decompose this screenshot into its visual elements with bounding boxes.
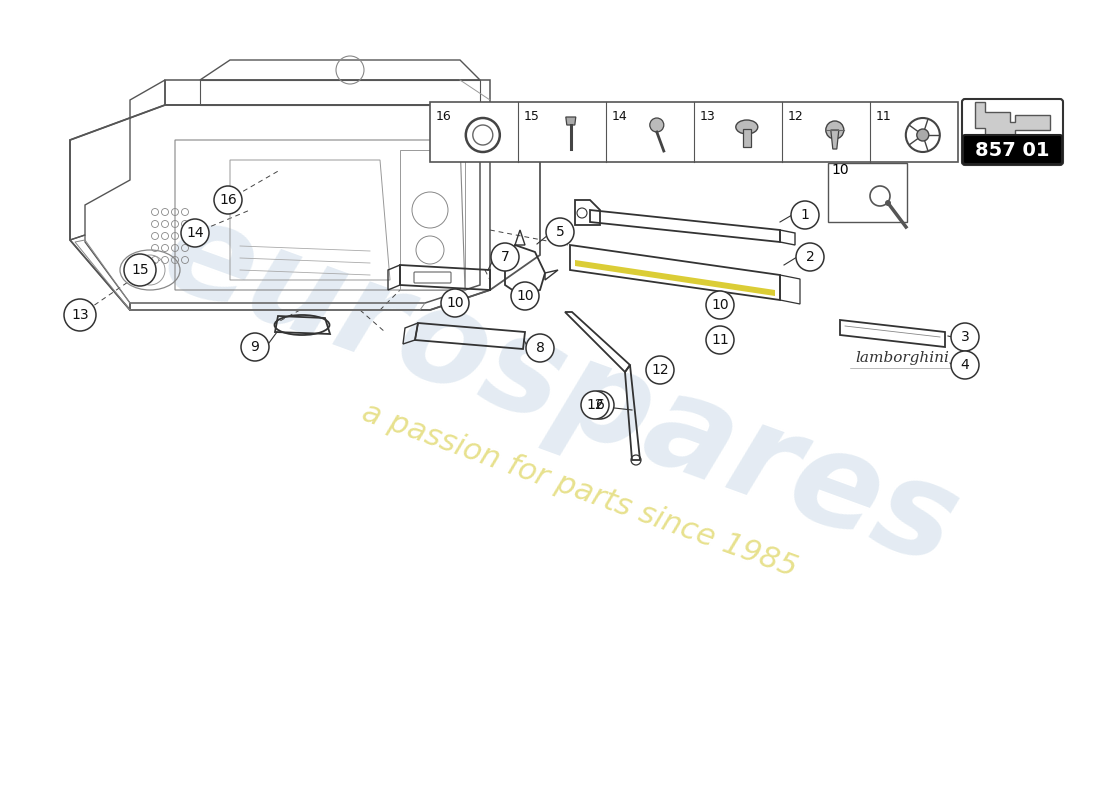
Polygon shape [830,130,839,149]
Circle shape [791,201,820,229]
Text: 10: 10 [832,163,849,177]
Circle shape [706,326,734,354]
Text: 2: 2 [805,250,814,264]
Text: 10: 10 [516,289,534,303]
FancyBboxPatch shape [962,135,1062,164]
Circle shape [182,219,209,247]
Text: a passion for parts since 1985: a passion for parts since 1985 [359,398,802,582]
Text: 10: 10 [447,296,464,310]
Circle shape [214,186,242,214]
Circle shape [796,243,824,271]
Text: 5: 5 [556,225,564,239]
Text: 857 01: 857 01 [975,141,1049,159]
Text: 11: 11 [711,333,729,347]
Circle shape [241,333,270,361]
Text: 13: 13 [700,110,716,123]
Circle shape [586,391,614,419]
Text: 15: 15 [524,110,540,123]
Text: 12: 12 [651,363,669,377]
Text: 16: 16 [436,110,452,123]
Polygon shape [575,260,776,296]
Circle shape [124,254,156,286]
Text: 10: 10 [712,298,729,312]
Text: 11: 11 [876,110,892,123]
Circle shape [441,289,469,317]
FancyBboxPatch shape [828,163,907,222]
Circle shape [512,282,539,310]
Circle shape [952,323,979,351]
Circle shape [546,218,574,246]
Text: lamborghini: lamborghini [855,351,949,365]
Text: 13: 13 [72,308,89,322]
FancyBboxPatch shape [430,102,958,162]
Text: eurospares: eurospares [146,187,974,593]
Circle shape [706,291,734,319]
Polygon shape [565,117,575,125]
Text: 12: 12 [788,110,804,123]
Text: 1: 1 [801,208,810,222]
Circle shape [64,299,96,331]
Circle shape [491,243,519,271]
FancyBboxPatch shape [962,99,1063,165]
Circle shape [952,351,979,379]
Ellipse shape [736,120,758,134]
Circle shape [646,356,674,384]
Text: 3: 3 [960,330,969,344]
Text: 12: 12 [586,398,604,412]
Circle shape [916,129,928,141]
Polygon shape [984,140,1010,152]
Circle shape [526,334,554,362]
Circle shape [886,200,891,206]
Text: 14: 14 [612,110,628,123]
Circle shape [650,118,663,132]
Text: 9: 9 [251,340,260,354]
Polygon shape [742,129,751,147]
Text: 14: 14 [186,226,204,240]
Text: 6: 6 [595,398,604,412]
Ellipse shape [826,121,844,139]
Text: 15: 15 [131,263,149,277]
Polygon shape [975,102,1050,140]
Circle shape [581,391,609,419]
Text: 4: 4 [960,358,969,372]
Text: 16: 16 [219,193,236,207]
Text: 7: 7 [500,250,509,264]
Text: 8: 8 [536,341,544,355]
